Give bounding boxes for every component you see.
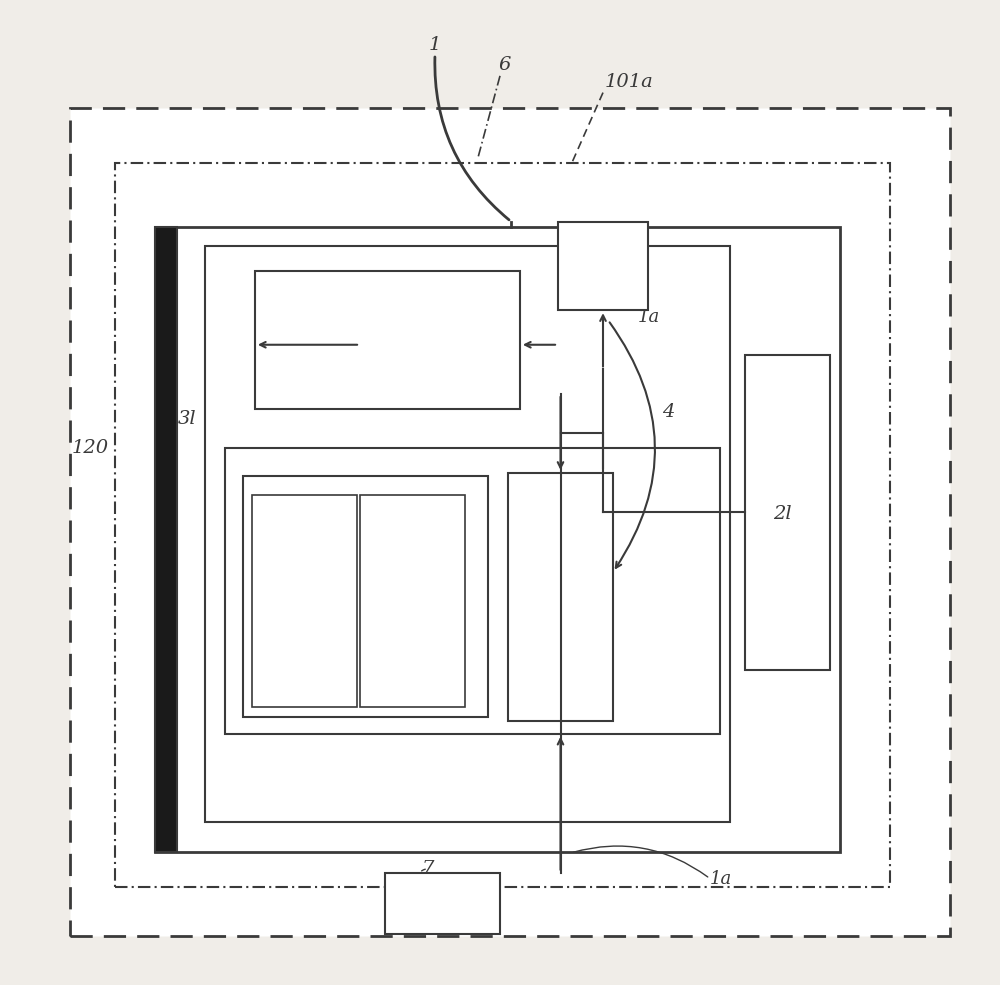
Text: 9l: 9l	[586, 260, 604, 278]
Bar	[255, 271, 520, 409]
Bar	[252, 495, 357, 707]
Text: 2l: 2l	[773, 505, 791, 523]
Text: 101a: 101a	[605, 73, 654, 91]
Text: 41: 41	[291, 597, 315, 615]
Bar	[155, 227, 840, 852]
Text: 4: 4	[662, 403, 674, 421]
Text: 5l: 5l	[349, 332, 371, 354]
Bar	[70, 108, 950, 936]
Bar	[360, 495, 465, 707]
Text: 42: 42	[398, 597, 422, 615]
Bar	[205, 246, 730, 822]
Bar	[385, 873, 500, 934]
Text: 3l: 3l	[178, 410, 197, 427]
Bar	[745, 355, 830, 670]
Bar	[115, 163, 890, 886]
Text: 1a: 1a	[638, 308, 660, 326]
Bar	[558, 222, 648, 310]
Text: 43: 43	[546, 600, 570, 618]
Text: 3a: 3a	[288, 304, 310, 322]
Bar	[508, 473, 613, 721]
Bar	[243, 476, 488, 717]
Text: 7: 7	[422, 860, 434, 878]
Text: 6: 6	[499, 56, 511, 74]
Bar	[155, 227, 177, 852]
Text: 120: 120	[72, 439, 109, 457]
Text: 1: 1	[429, 36, 441, 54]
Bar	[225, 448, 720, 734]
Text: 1a: 1a	[710, 870, 732, 887]
